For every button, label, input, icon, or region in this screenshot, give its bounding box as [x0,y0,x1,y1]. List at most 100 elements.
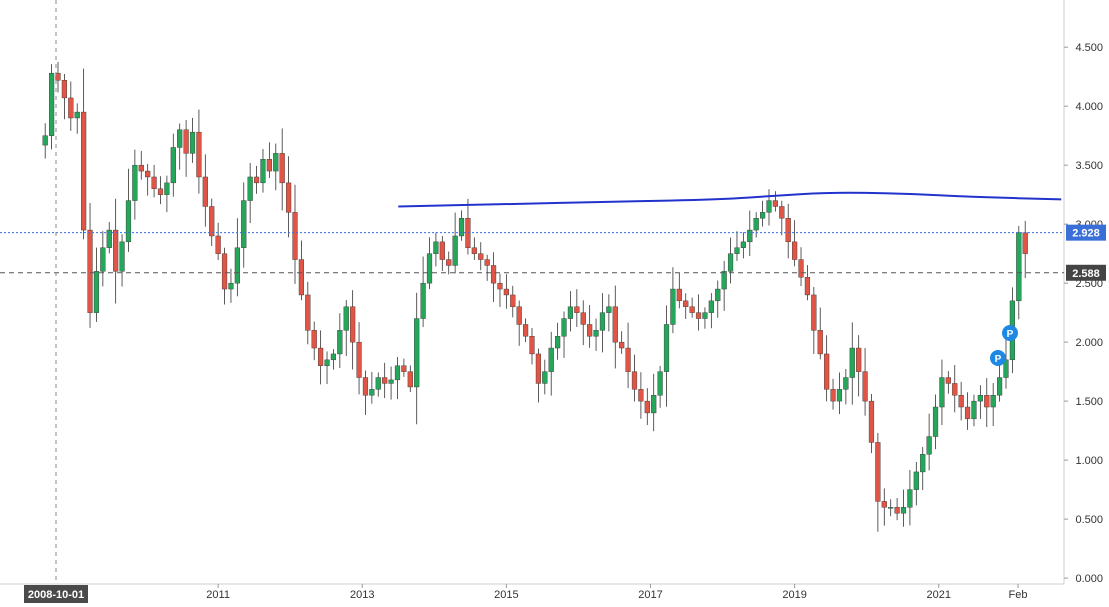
plot-background [0,0,1064,584]
y-tick-label: 0.500 [1075,514,1103,526]
candle [715,280,721,318]
y-axis-ticks: 0.0000.5001.0001.5002.0002.5003.0003.500… [1064,42,1103,585]
candle-body [426,253,433,284]
candle-body [676,288,682,302]
candle [580,300,586,346]
candle-body [221,253,228,290]
candle-body [228,282,234,290]
candle [593,318,599,351]
candle-body [683,300,689,307]
candle-body [81,111,87,231]
candle [292,184,298,284]
candle-body [241,200,247,248]
marker-p-1[interactable]: P [990,350,1006,366]
candle [721,260,727,311]
marker-p-1-label: P [995,354,1002,365]
candle [676,273,682,309]
candle-body [273,153,279,172]
candle [574,289,580,327]
candle [804,265,811,301]
candle-body [1016,232,1022,302]
candle-body [68,97,74,119]
candle-body [766,200,772,213]
candle-body [87,229,93,313]
candle-body [977,395,983,402]
candle-body [260,159,266,184]
candle [926,413,932,471]
candle [407,365,413,393]
candle [234,218,240,297]
x-tick-label: 2017 [638,589,662,601]
candle-body [759,212,766,219]
candle [824,335,830,402]
x-tick-label: Feb [1009,589,1028,601]
candle [74,103,80,134]
trendline[interactable] [398,191,1062,208]
candle [619,331,625,354]
candle [241,182,247,268]
candle [145,163,151,196]
candle [510,285,516,318]
candle-body [920,454,926,473]
candle [964,392,971,430]
candle [663,305,670,407]
candle [183,119,189,177]
candle [350,290,356,370]
candle [113,198,119,304]
time-axis-background [0,584,1064,607]
candle-body [792,241,798,260]
candle [490,252,497,302]
candle [478,242,484,271]
candle [202,154,208,227]
candle-body [888,507,894,509]
candle [228,268,234,303]
candle-body [414,318,420,388]
candle [798,247,804,287]
candle-body [644,400,650,414]
candle [888,499,894,517]
candle-body [612,306,618,343]
candle [727,237,734,284]
candle [567,291,574,332]
candle [612,285,618,369]
candle-body [599,312,606,331]
candle [670,267,676,334]
candle [561,311,567,358]
candle-body [247,176,253,201]
candle-body [702,312,708,319]
candle [164,175,170,213]
candle [458,210,465,241]
current-price-label: 2.928 [1072,228,1100,240]
candle-body [298,259,305,296]
candle-body [695,312,702,319]
candle-body [619,341,625,349]
candle [990,383,996,427]
candle-body [996,377,1003,396]
marker-p-2-label: P [1007,329,1014,340]
candle [734,231,740,261]
candle-body [830,389,836,402]
candle-body [984,395,990,408]
candle-body [497,282,503,290]
candle-body [804,277,811,296]
price-axis-background [1064,0,1109,607]
candle-body [234,247,240,284]
candle [177,123,183,170]
candle [215,222,221,261]
candle [311,321,317,361]
candle-body [868,400,875,443]
candle [587,305,593,348]
candle [920,447,926,491]
candle [939,359,945,426]
candle [369,371,375,404]
candle-body [452,235,458,266]
candle-body [407,371,413,388]
candle-body [657,371,663,396]
candle [689,297,695,318]
marker-p-2[interactable]: P [1002,325,1018,341]
candle-body [55,72,61,81]
candle [875,432,881,532]
candle [740,232,746,259]
candle-body [574,306,580,313]
candle-body [343,306,349,331]
